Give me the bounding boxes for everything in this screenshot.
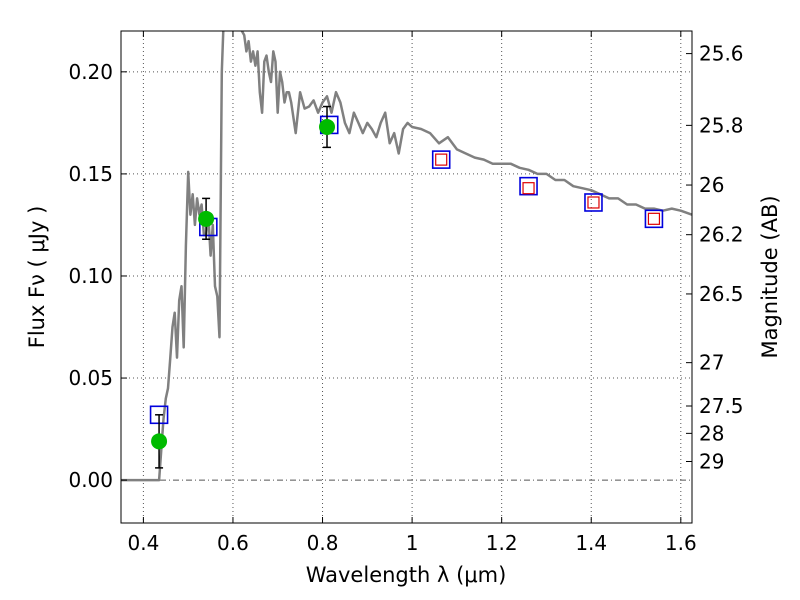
x-tick-label: 1 — [406, 531, 419, 555]
mag-tick-label: 27.5 — [699, 394, 744, 418]
predicted-photometry-box — [435, 153, 448, 166]
y-tick-label: 0.00 — [68, 468, 113, 492]
observed-flux-point — [151, 433, 168, 450]
x-tick-label: 1.2 — [486, 531, 518, 555]
x-tick-label: 0.8 — [307, 531, 339, 555]
model-photometry-box — [519, 176, 538, 196]
observed-flux-point — [198, 210, 215, 227]
predicted-photometry-box — [522, 182, 535, 195]
right-axis-label: Magnitude (AB) — [758, 195, 782, 358]
y-tick-label: 0.20 — [68, 60, 113, 84]
mag-tick-label: 26.5 — [699, 282, 744, 306]
predicted-photometry-box — [587, 196, 600, 209]
x-tick-label: 1.4 — [575, 531, 607, 555]
mag-tick-label: 27 — [699, 351, 724, 375]
plot-frame — [120, 30, 693, 524]
mag-tick-label: 25.6 — [699, 42, 744, 66]
grid — [121, 31, 692, 523]
x-tick-label: 0.4 — [127, 531, 159, 555]
model-spectrum-line — [121, 31, 692, 482]
y-tick-label: 0.10 — [68, 264, 113, 288]
mag-tick-label: 29 — [699, 450, 724, 474]
model-photometry-box — [431, 150, 451, 169]
y-axis-label: Flux Fν ( μJy ) — [25, 206, 49, 349]
mag-tick-label: 26.2 — [699, 223, 744, 247]
x-tick-label: 0.6 — [217, 531, 249, 555]
predicted-photometry-box — [647, 212, 661, 225]
plot-area — [121, 31, 692, 482]
observed-flux-point — [319, 118, 336, 135]
mag-tick-label: 25.8 — [699, 113, 744, 137]
y-tick-label: 0.15 — [68, 162, 113, 186]
y-tick-label: 0.05 — [68, 366, 113, 390]
x-tick-label: 1.6 — [665, 531, 697, 555]
x-axis-label: Wavelength λ (μm) — [306, 563, 507, 587]
mag-tick-label: 26 — [699, 173, 724, 197]
model-photometry-box — [644, 209, 664, 229]
mag-tick-label: 28 — [699, 421, 724, 445]
model-photometry-box — [584, 193, 603, 212]
ticks: 0.4 0.6 0.8 1 1.2 1.4 1.6 0.00 0.05 0.10 0.15 0.20 2… — [68, 31, 744, 555]
